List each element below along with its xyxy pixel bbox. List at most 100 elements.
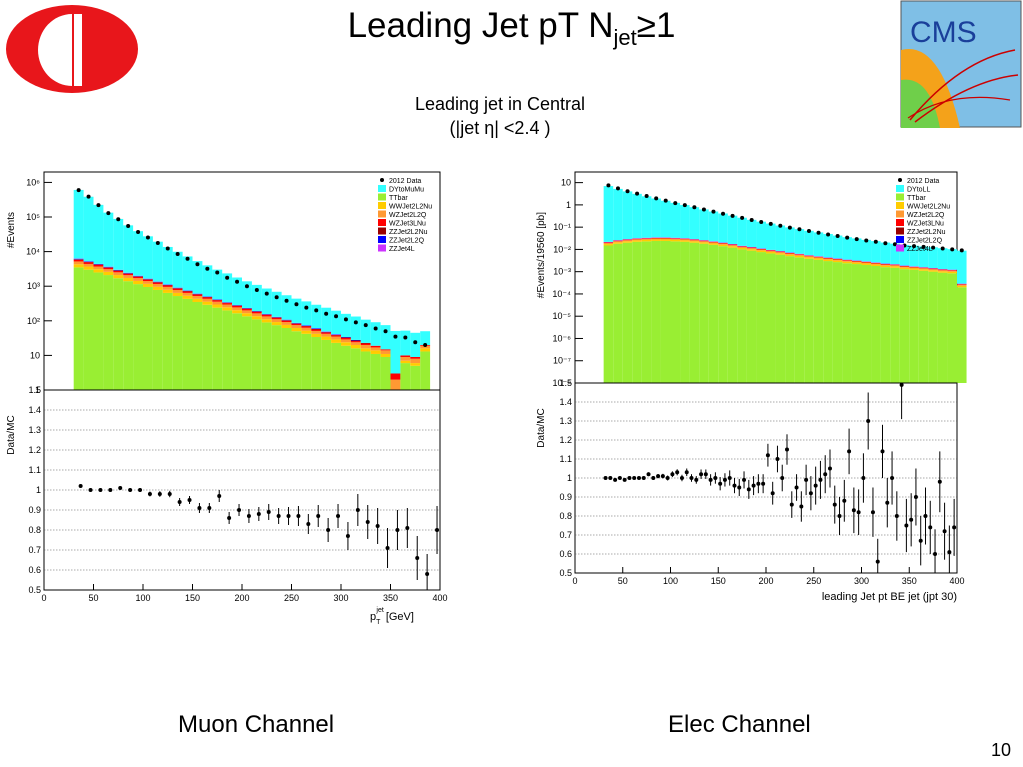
elec-ratio-point-17 xyxy=(684,470,689,475)
elec-data-point-34 xyxy=(931,245,936,250)
elec-bar-DY-35 xyxy=(937,248,948,270)
muon-bar-WZ3LNu-23 xyxy=(301,326,312,328)
elec-bar-WW-24 xyxy=(832,260,843,263)
elec-bar-WW-34 xyxy=(928,270,938,272)
elec-bar-DY-20 xyxy=(794,229,805,254)
elec-bar-DY-6 xyxy=(660,200,671,238)
muon-bar-TTbar-31 xyxy=(380,356,391,390)
muon-bar-WZ2L2Q-31 xyxy=(380,350,391,354)
muon-data-point-33 xyxy=(403,335,408,340)
elec-ratio-point-52 xyxy=(851,508,856,513)
muon-ratio-point-29 xyxy=(365,520,370,524)
muon-ratio-point-11 xyxy=(187,498,192,502)
muon-xlabel-sub: T xyxy=(376,619,381,626)
elec-bar-WZ2L2Q-16 xyxy=(756,249,766,251)
elec-ratio-point-28 xyxy=(737,485,742,490)
muon-bar-WZ3LNu-21 xyxy=(281,320,292,323)
muon-bar-WZ3LNu-16 xyxy=(232,305,242,308)
elec-bar-TTbar-35 xyxy=(937,272,948,383)
elec-ratio-point-8 xyxy=(641,476,646,480)
muon-bar-WZ3LNu-13 xyxy=(202,297,213,299)
elec-bar-TTbar-1 xyxy=(613,243,623,383)
elec-ratio-ytick-label-7: 1.2 xyxy=(559,435,572,445)
muon-ytick-label-0: 1 xyxy=(35,385,40,395)
muon-bar-WZ3LNu-11 xyxy=(182,291,193,293)
muon-bar-WW-9 xyxy=(162,289,173,293)
elec-bar-WZ3LNu-13 xyxy=(727,244,738,246)
muon-data-point-16 xyxy=(235,279,240,284)
elec-bar-WW-29 xyxy=(880,265,891,268)
elec-legend-label-1: DYtoLL xyxy=(907,187,930,194)
muon-bar-TTbar-27 xyxy=(341,345,351,390)
muon-data-point-25 xyxy=(324,311,329,316)
elec-bar-TTbar-28 xyxy=(871,265,881,383)
muon-bar-DY-25 xyxy=(321,307,332,332)
elec-bar-TTbar-18 xyxy=(775,254,786,383)
muon-ratio-ytick-label-10: 1.5 xyxy=(28,385,41,395)
elec-ratio-point-25 xyxy=(722,477,727,482)
muon-ratio-point-27 xyxy=(345,534,350,538)
elec-ratio-point-49 xyxy=(837,514,842,518)
elec-bar-WW-37 xyxy=(957,285,967,288)
elec-ytick-label-0: 10⁻⁸ xyxy=(552,378,571,388)
muon-bar-TTbar-9 xyxy=(162,292,173,390)
elec-bar-TTbar-0 xyxy=(603,245,614,383)
elec-ratio-point-16 xyxy=(679,476,684,480)
muon-ytick-label-6: 10⁶ xyxy=(26,177,40,187)
muon-bar-WZ2L2Q-21 xyxy=(281,322,292,325)
elec-bar-TTbar-22 xyxy=(813,259,824,383)
elec-bar-DY-29 xyxy=(880,242,891,264)
muon-bar-WZ3LNu-25 xyxy=(321,332,332,334)
muon-bar-WW-29 xyxy=(360,348,371,352)
muon-bar-DY-15 xyxy=(222,273,233,303)
elec-bar-WZ2L2Q-37 xyxy=(957,284,967,286)
muon-bar-WZ3LNu-14 xyxy=(212,300,223,302)
elec-bar-DY-24 xyxy=(832,235,843,259)
muon-legend-marker-8 xyxy=(378,244,386,252)
muon-bar-WW-2 xyxy=(93,269,104,273)
muon-bar-WW-5 xyxy=(123,277,134,282)
elec-bar-WW-23 xyxy=(823,259,833,262)
muon-bar-TTbar-21 xyxy=(281,327,292,390)
muon-ratio-point-4 xyxy=(118,486,123,490)
elec-bar-WZ3LNu-9 xyxy=(689,239,700,241)
muon-bar-ZZ2L2Nu-0 xyxy=(73,259,84,260)
elec-ytick-label-5: 10⁻³ xyxy=(553,267,571,277)
elec-legend-label-5: WZJet3LNu xyxy=(907,221,944,228)
elec-bar-TTbar-30 xyxy=(890,267,900,383)
elec-ratio-point-33 xyxy=(761,481,766,486)
muon-data-point-17 xyxy=(244,284,249,289)
elec-ratio-point-3 xyxy=(617,476,622,480)
logo-inner-bar xyxy=(74,14,82,86)
muon-bar-WW-22 xyxy=(291,327,302,332)
muon-legend-marker-1 xyxy=(378,185,386,192)
muon-bar-DY-23 xyxy=(301,301,312,326)
muon-bar-WW-4 xyxy=(113,275,124,279)
elec-bar-WW-26 xyxy=(851,262,862,265)
elec-bar-WW-8 xyxy=(680,240,690,242)
elec-ratio-point-72 xyxy=(947,550,952,555)
elec-bar-WW-13 xyxy=(727,246,738,248)
muon-bar-ZZ2L2Nu-28 xyxy=(350,340,361,342)
elec-ratio-point-57 xyxy=(875,559,880,564)
muon-bar-ZZ2L2Nu-24 xyxy=(311,328,322,330)
muon-bar-DY-3 xyxy=(103,212,114,267)
logo-inner-left xyxy=(38,14,72,86)
muon-bar-WZ3LNu-19 xyxy=(261,315,272,317)
muon-bar-TTbar-7 xyxy=(143,286,153,390)
elec-bar-WZ3LNu-0 xyxy=(603,242,614,244)
muon-bar-DY-29 xyxy=(360,319,371,343)
muon-bar-WZ2L2Q-23 xyxy=(301,327,312,331)
elec-legend-label-2: TTbar xyxy=(907,195,926,202)
muon-bar-WW-7 xyxy=(143,283,153,287)
elec-ratio-point-2 xyxy=(613,477,618,482)
muon-bar-TTbar-3 xyxy=(103,275,114,390)
muon-bar-WW-0 xyxy=(73,264,84,268)
elec-ratio-point-58 xyxy=(880,449,885,454)
muon-legend-marker-7 xyxy=(378,236,386,243)
muon-bar-WW-18 xyxy=(251,316,262,320)
muon-bar-WW-31 xyxy=(380,353,391,357)
elec-ratio-point-13 xyxy=(665,476,670,480)
muon-bar-WZ2L2Q-7 xyxy=(143,281,153,284)
elec-bar-TTbar-33 xyxy=(918,270,929,383)
